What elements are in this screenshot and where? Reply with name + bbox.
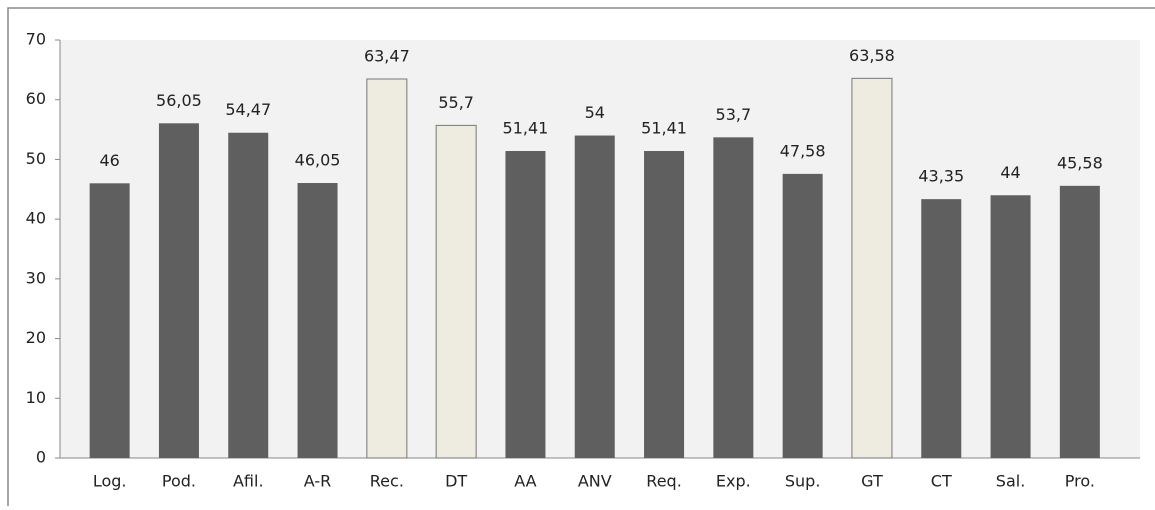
x-tick-label: Log.	[93, 472, 127, 491]
bar	[713, 137, 754, 458]
bar	[921, 199, 962, 459]
y-tick-label: 0	[36, 448, 46, 467]
bar	[158, 123, 199, 459]
y-tick-label: 70	[26, 30, 46, 49]
y-tick-label: 50	[26, 149, 46, 168]
x-tick-label: Afil.	[233, 472, 264, 491]
bar	[782, 173, 823, 458]
value-label: 46,05	[295, 151, 341, 170]
bar	[1059, 185, 1100, 459]
value-label: 53,7	[716, 105, 752, 124]
y-tick-label: 40	[26, 209, 46, 228]
bar	[990, 195, 1031, 458]
x-tick-label: GT	[861, 472, 883, 491]
bar	[435, 124, 477, 459]
value-label: 63,58	[849, 46, 895, 65]
bar	[89, 183, 130, 459]
x-tick-label: AA	[514, 472, 536, 491]
value-label: 44	[1000, 163, 1020, 182]
bar	[851, 77, 893, 459]
value-label: 55,7	[438, 93, 474, 112]
value-label: 43,35	[918, 167, 964, 186]
value-label: 54,47	[225, 100, 271, 119]
value-label: 54	[585, 103, 605, 122]
value-label: 63,47	[364, 46, 410, 65]
frame	[7, 7, 1155, 506]
x-tick-label: Pro.	[1065, 472, 1095, 491]
x-tick-label: DT	[445, 472, 467, 491]
y-tick-label: 30	[26, 268, 46, 287]
x-tick-label: CT	[931, 472, 952, 491]
y-tick-label: 20	[26, 328, 46, 347]
x-tick-label: Exp.	[716, 472, 751, 491]
bar	[297, 183, 338, 458]
value-label: 51,41	[503, 119, 549, 138]
value-label: 51,41	[641, 119, 687, 138]
value-label: 56,05	[156, 91, 202, 110]
value-label: 47,58	[780, 141, 826, 160]
value-label: 46	[99, 151, 119, 170]
value-label: 45,58	[1057, 153, 1103, 172]
x-tick-label: Sal.	[996, 472, 1026, 491]
x-tick-label: A-R	[304, 472, 331, 491]
y-tick-label: 10	[26, 388, 46, 407]
x-tick-label: ANV	[578, 472, 612, 491]
bar	[644, 151, 685, 458]
x-tick-label: Sup.	[785, 472, 821, 491]
bar	[505, 151, 546, 458]
y-tick-label: 60	[26, 89, 46, 108]
x-tick-label: Pod.	[162, 472, 196, 491]
x-tick-label: Req.	[646, 472, 681, 491]
bar	[574, 135, 615, 459]
bar	[366, 78, 408, 459]
bar	[228, 132, 269, 459]
x-tick-label: Rec.	[370, 472, 404, 491]
